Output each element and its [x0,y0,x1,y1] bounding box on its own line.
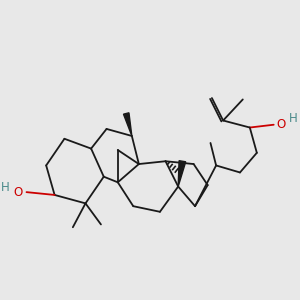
Text: H: H [289,112,298,125]
Polygon shape [178,161,186,187]
Text: H: H [1,181,10,194]
Polygon shape [124,113,132,136]
Text: O: O [13,186,22,199]
Text: O: O [276,118,285,131]
